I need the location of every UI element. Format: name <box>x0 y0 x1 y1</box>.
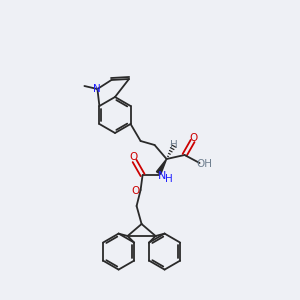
Text: O: O <box>190 133 198 143</box>
Text: O: O <box>131 186 140 196</box>
Polygon shape <box>156 159 167 174</box>
Text: H: H <box>165 174 172 184</box>
Text: N: N <box>158 171 166 181</box>
Text: N: N <box>92 84 100 94</box>
Text: H: H <box>170 140 178 150</box>
Text: OH: OH <box>196 159 213 169</box>
Text: O: O <box>130 152 138 162</box>
